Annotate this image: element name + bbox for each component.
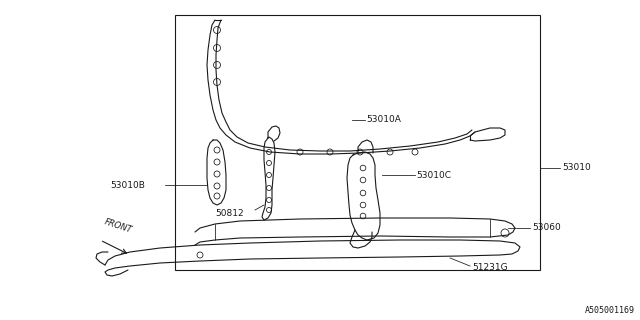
Text: 53060: 53060 <box>532 223 561 233</box>
Text: 53010C: 53010C <box>416 171 451 180</box>
Text: 53010A: 53010A <box>366 116 401 124</box>
Text: 50812: 50812 <box>215 209 244 218</box>
Text: FRONT: FRONT <box>103 218 133 235</box>
Text: A505001169: A505001169 <box>585 306 635 315</box>
Text: 53010B: 53010B <box>110 180 145 189</box>
Bar <box>175 15 540 270</box>
Text: 53010: 53010 <box>562 164 591 172</box>
Text: 51231G: 51231G <box>472 263 508 273</box>
